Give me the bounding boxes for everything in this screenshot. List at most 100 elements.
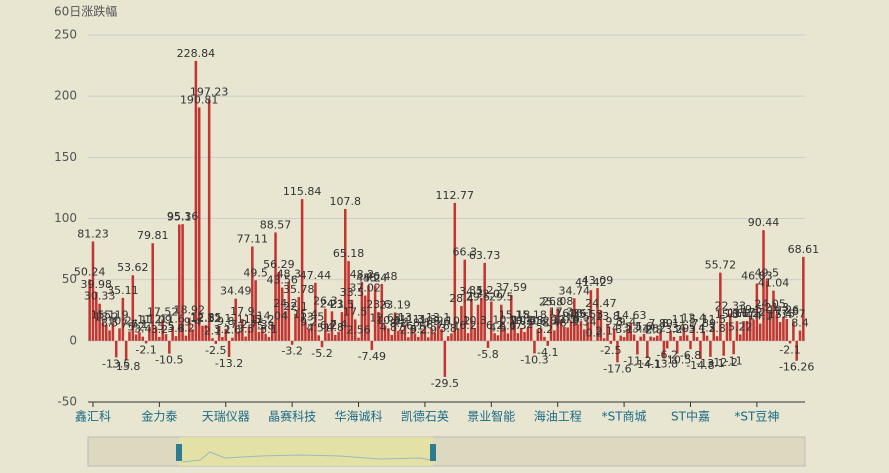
value-label: 3.1 bbox=[615, 323, 633, 336]
value-label: 4.5 bbox=[678, 321, 696, 334]
bar bbox=[523, 332, 526, 341]
value-label: 4.2 bbox=[649, 322, 667, 335]
value-label: 14.63 bbox=[615, 309, 647, 322]
bar bbox=[792, 321, 795, 341]
value-label: 3.2 bbox=[151, 323, 169, 336]
bar bbox=[573, 298, 576, 341]
zoom-handle[interactable] bbox=[176, 444, 182, 461]
x-tick-label: 金力泰 bbox=[141, 409, 177, 424]
bar bbox=[440, 329, 443, 341]
value-label: -16.26 bbox=[779, 361, 814, 374]
value-label: 81.23 bbox=[77, 227, 109, 240]
bar bbox=[519, 328, 523, 341]
bar bbox=[798, 330, 802, 341]
bar bbox=[314, 282, 317, 341]
bar bbox=[629, 322, 632, 341]
bar bbox=[443, 340, 447, 377]
bar bbox=[340, 312, 344, 341]
bar bbox=[280, 287, 284, 341]
bar bbox=[400, 329, 403, 341]
bar bbox=[599, 310, 603, 341]
bar bbox=[274, 232, 277, 341]
x-tick-label: 晶赛科技 bbox=[268, 409, 316, 424]
bar bbox=[197, 107, 201, 341]
value-label: 7.3 bbox=[250, 318, 268, 331]
value-label: 190.81 bbox=[180, 93, 219, 106]
bar bbox=[294, 313, 297, 341]
value-label: 10.4 bbox=[509, 314, 534, 327]
bar bbox=[426, 337, 430, 341]
bar bbox=[662, 340, 666, 358]
y-tick-label: 250 bbox=[54, 28, 77, 42]
bar bbox=[373, 285, 377, 341]
bar bbox=[745, 321, 749, 341]
value-label: 10.2 bbox=[419, 314, 444, 327]
value-label: 4.2 bbox=[698, 322, 716, 335]
value-label: 197.23 bbox=[190, 86, 229, 99]
bar bbox=[284, 311, 287, 341]
value-label: 34.74 bbox=[559, 284, 591, 297]
bar bbox=[277, 271, 281, 341]
bar bbox=[95, 291, 98, 341]
value-label: 9.34 bbox=[572, 315, 597, 328]
value-label: 0.2 bbox=[585, 327, 603, 340]
data-zoom[interactable] bbox=[87, 436, 806, 467]
value-label: 11.2 bbox=[137, 313, 162, 326]
bar bbox=[775, 314, 779, 341]
value-label: 112.77 bbox=[436, 189, 475, 202]
bar bbox=[251, 246, 254, 341]
value-label: 10.58 bbox=[512, 314, 544, 327]
value-label: 15.4 bbox=[293, 308, 318, 321]
bar bbox=[148, 327, 151, 341]
bar bbox=[221, 337, 224, 341]
value-label: 17.52 bbox=[147, 305, 179, 318]
bar bbox=[460, 306, 463, 341]
bar bbox=[802, 256, 805, 341]
bar bbox=[357, 337, 360, 341]
bar bbox=[765, 280, 769, 341]
bar bbox=[231, 337, 234, 341]
value-label: 15.1 bbox=[91, 308, 116, 321]
value-label: -11 bbox=[725, 354, 743, 367]
value-label: 45.2 bbox=[356, 272, 381, 285]
value-label: 8.5 bbox=[101, 316, 119, 329]
value-label: 66.3 bbox=[453, 246, 478, 259]
value-label: 17.2 bbox=[741, 306, 766, 319]
value-label: 4.51 bbox=[306, 321, 331, 334]
x-tick-label: 海油工程 bbox=[534, 409, 582, 424]
bar bbox=[742, 321, 745, 341]
value-label: 16.15 bbox=[728, 307, 760, 320]
value-label: 3.8 bbox=[439, 322, 457, 335]
x-tick-label: 华海诚科 bbox=[335, 409, 383, 424]
bar bbox=[367, 285, 370, 341]
bar bbox=[586, 321, 589, 341]
bar bbox=[456, 328, 460, 341]
bar bbox=[606, 323, 609, 341]
value-label: 11.09 bbox=[140, 313, 172, 326]
value-label: -10.3 bbox=[520, 353, 548, 366]
value-label: 13.2 bbox=[94, 311, 119, 324]
value-label: 6.1 bbox=[406, 319, 424, 332]
bar bbox=[626, 329, 629, 341]
value-label: 9.6 bbox=[529, 315, 547, 328]
bar bbox=[420, 330, 423, 341]
value-label: 7.89 bbox=[648, 317, 673, 330]
bar bbox=[324, 308, 327, 341]
bar bbox=[178, 224, 181, 341]
bar bbox=[407, 337, 410, 341]
value-label: 2.9 bbox=[400, 323, 418, 336]
bar bbox=[423, 327, 427, 341]
bar bbox=[748, 316, 752, 341]
bar bbox=[320, 340, 324, 348]
bar bbox=[702, 331, 706, 341]
bar bbox=[370, 340, 374, 350]
bar bbox=[646, 340, 649, 359]
bar bbox=[699, 340, 702, 359]
value-label: 88.57 bbox=[260, 218, 292, 231]
value-label: 95.36 bbox=[167, 210, 199, 223]
bar bbox=[191, 329, 194, 341]
value-label: 15.3 bbox=[715, 308, 740, 321]
value-label: 8.4 bbox=[791, 317, 809, 330]
zoom-handle[interactable] bbox=[430, 444, 436, 461]
